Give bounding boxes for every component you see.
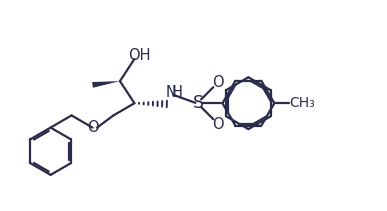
Text: O: O [212,117,224,132]
Polygon shape [92,81,120,88]
Text: S: S [193,94,204,112]
Text: OH: OH [128,49,151,64]
Text: O: O [87,120,98,135]
Text: N: N [165,85,176,100]
Text: CH₃: CH₃ [289,96,315,110]
Text: H: H [171,85,182,100]
Text: O: O [212,75,224,90]
